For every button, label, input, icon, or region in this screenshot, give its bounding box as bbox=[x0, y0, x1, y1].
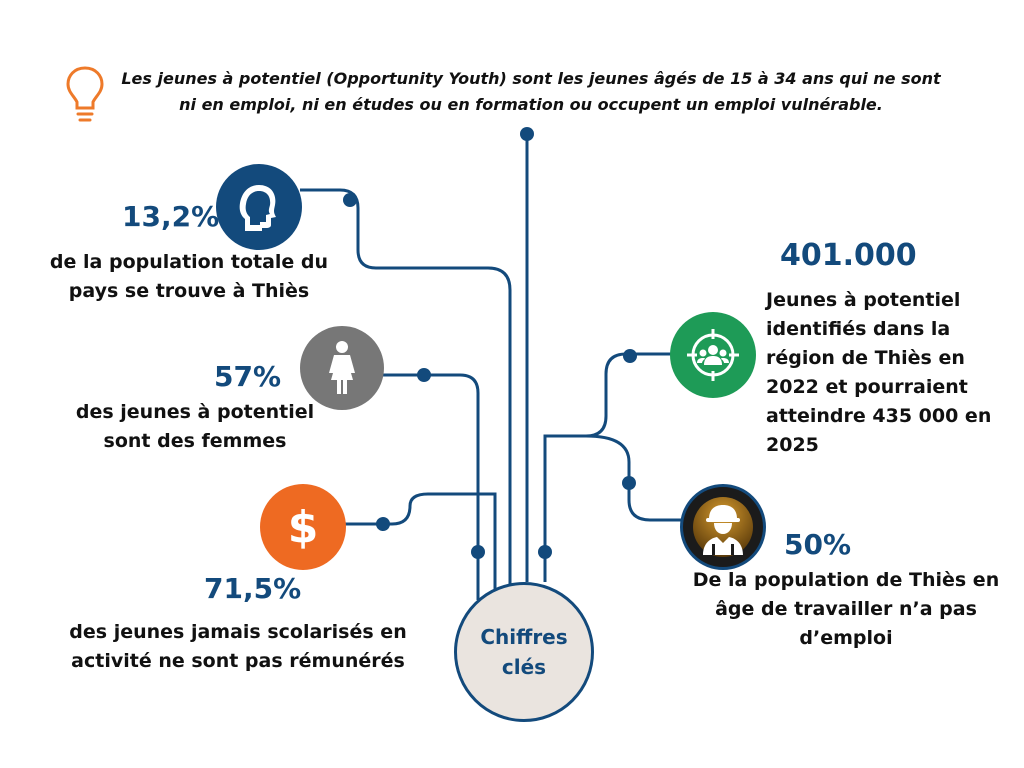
dollar-icon: $ bbox=[287, 501, 319, 553]
stat-5-text: De la population de Thiès en âge de trav… bbox=[692, 569, 1000, 649]
center-circle: Chiffres clés bbox=[454, 582, 594, 722]
dot-stat-5 bbox=[622, 476, 636, 490]
target-group-icon bbox=[687, 329, 739, 381]
stat-5-icon-circle bbox=[680, 484, 766, 570]
dot-right-trunk bbox=[538, 545, 552, 559]
lightbulb-icon bbox=[66, 66, 104, 122]
intro-text: Les jeunes à potentiel (Opportunity Yout… bbox=[121, 69, 941, 114]
stat-2-icon-circle bbox=[300, 326, 384, 410]
dot-stat-2 bbox=[417, 368, 431, 382]
stat-4-icon-circle bbox=[670, 312, 756, 398]
worker-helmet-icon bbox=[693, 497, 753, 557]
connector-stat-2 bbox=[380, 373, 480, 600]
dot-top bbox=[520, 127, 534, 141]
connector-stat-4 bbox=[585, 352, 672, 438]
stat-1-value: 13,2% bbox=[122, 200, 220, 233]
stat-1-icon-circle bbox=[216, 164, 302, 250]
stat-3-icon-circle: $ bbox=[260, 484, 346, 570]
stat-4-text: Jeunes à potentiel identifiés dans la ré… bbox=[766, 289, 992, 456]
stat-4-value: 401.000 bbox=[780, 238, 917, 273]
dot-left-trunk bbox=[471, 545, 485, 559]
connector-stat-3 bbox=[345, 492, 497, 590]
woman-icon bbox=[329, 341, 355, 394]
stat-3-text: des jeunes jamais scolarisés en activité… bbox=[69, 621, 407, 672]
connector-stat-5 bbox=[585, 434, 682, 522]
stat-2-text: des jeunes à potentiel sont des femmes bbox=[75, 401, 315, 452]
dot-stat-1 bbox=[343, 193, 357, 207]
connector-right-trunk bbox=[543, 434, 586, 582]
dot-stat-4 bbox=[623, 349, 637, 363]
stat-1-text: de la population totale du pays se trouv… bbox=[49, 251, 329, 302]
dot-stat-3 bbox=[376, 517, 390, 531]
stat-5-value: 50% bbox=[784, 528, 852, 561]
stat-2-value: 57% bbox=[214, 360, 282, 393]
center-label: Chiffres clés bbox=[480, 625, 568, 679]
head-profile-icon bbox=[239, 185, 276, 231]
stat-3-value: 71,5% bbox=[204, 572, 302, 605]
